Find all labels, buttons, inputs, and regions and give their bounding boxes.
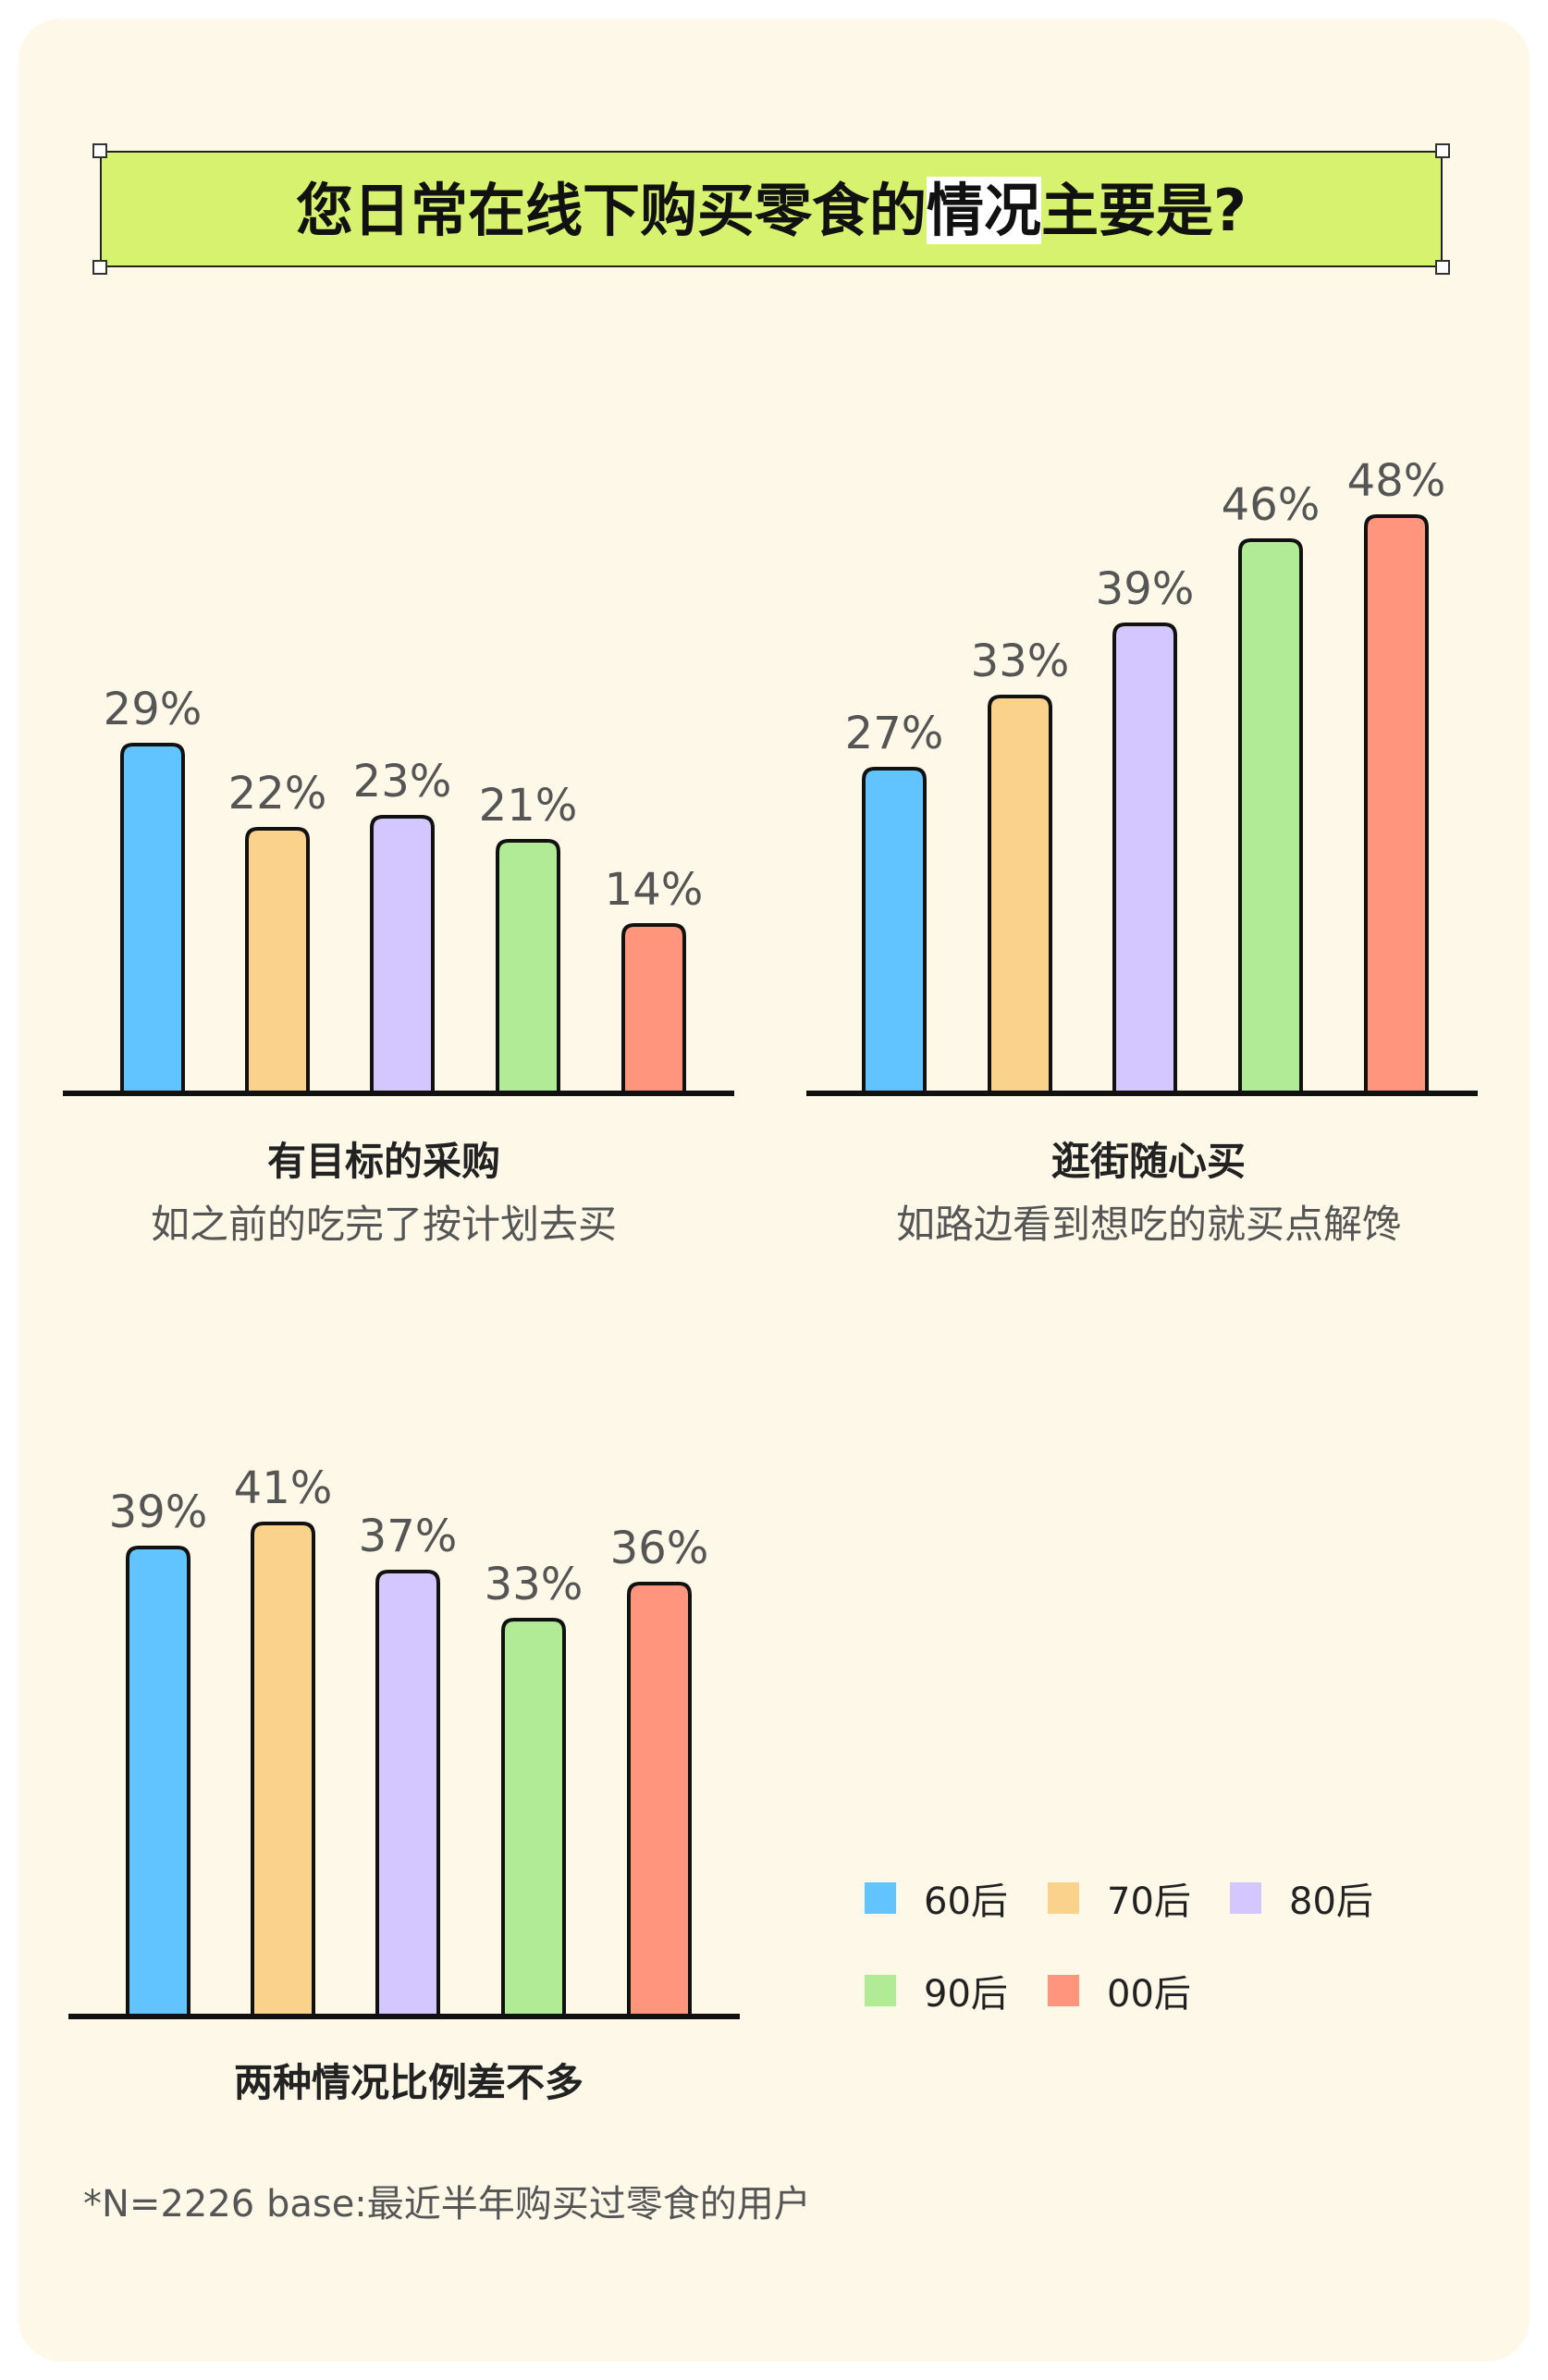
legend-swatch [1048, 1975, 1079, 2006]
chart2-value-label-2: 39% [1096, 563, 1195, 615]
chart2-bar-1 [988, 695, 1052, 1093]
legend-item-90: 90后 [865, 1964, 1008, 2017]
chart2-value-label-3: 46% [1222, 479, 1321, 531]
chart1-value-label-1: 22% [228, 768, 327, 820]
chart3-value-label-2: 37% [359, 1511, 458, 1562]
legend-swatch [865, 1882, 896, 1914]
selection-handle-tl [92, 143, 107, 158]
chart3-bar-0 [126, 1546, 190, 2016]
legend-swatch [1230, 1882, 1261, 1914]
chart1-title: 有目标的采购 [266, 1139, 500, 1184]
chart3-bar-1 [251, 1522, 315, 2016]
chart1-value-label-3: 21% [479, 780, 578, 832]
chart2-subtitle: 如路边看到想吃的就买点解馋 [895, 1202, 1401, 1247]
chart3-bar-3 [501, 1618, 566, 2016]
selection-handle-tr [1435, 143, 1450, 158]
chart1-bar-3 [496, 839, 560, 1093]
chart2-bar-0 [862, 767, 927, 1093]
title-highlight: 情况 [927, 177, 1042, 244]
chart3-bar-2 [375, 1570, 440, 2016]
chart2-value-label-1: 33% [971, 635, 1070, 687]
footnote: *N=2226 base:最近半年购买过零食的用户 [83, 2183, 811, 2226]
chart3-value-label-4: 36% [610, 1523, 709, 1574]
legend-item-70: 70后 [1048, 1871, 1191, 1925]
chart1-bar-4 [621, 923, 686, 1093]
chart3-bar-4 [627, 1582, 692, 2016]
legend-item-60: 60后 [865, 1871, 1008, 1925]
page-title: 您日常在线下购买零食的情况主要是? [296, 177, 1247, 244]
chart1-bar-0 [120, 743, 185, 1093]
title-banner: 您日常在线下购买零食的情况主要是? [100, 151, 1443, 267]
chart2-bar-4 [1364, 514, 1429, 1093]
selection-handle-br [1435, 260, 1450, 275]
chart2-value-label-4: 48% [1347, 455, 1446, 507]
chart3-value-label-3: 33% [485, 1559, 584, 1610]
chart1-bar-2 [370, 815, 435, 1093]
chart2-bar-3 [1238, 538, 1303, 1093]
chart2-bar-2 [1112, 623, 1177, 1093]
chart1-subtitle: 如之前的吃完了按计划去买 [150, 1202, 617, 1247]
chart2-title: 逛街随心买 [1050, 1139, 1246, 1184]
selection-handle-bl [92, 260, 107, 275]
legend-item-00: 00后 [1048, 1964, 1191, 2017]
legend-item-80: 80后 [1230, 1871, 1373, 1925]
chart1-bar-1 [245, 827, 310, 1093]
legend-swatch [865, 1975, 896, 2006]
chart2-value-label-0: 27% [845, 708, 944, 759]
chart3-value-label-1: 41% [234, 1462, 333, 1514]
chart1-value-label-4: 14% [605, 864, 704, 916]
chart3-value-label-0: 39% [109, 1486, 208, 1538]
chart1-value-label-0: 29% [104, 684, 203, 735]
legend-swatch [1048, 1882, 1079, 1914]
chart3-title: 两种情况比例差不多 [233, 2060, 584, 2105]
chart1-value-label-2: 23% [353, 756, 452, 808]
